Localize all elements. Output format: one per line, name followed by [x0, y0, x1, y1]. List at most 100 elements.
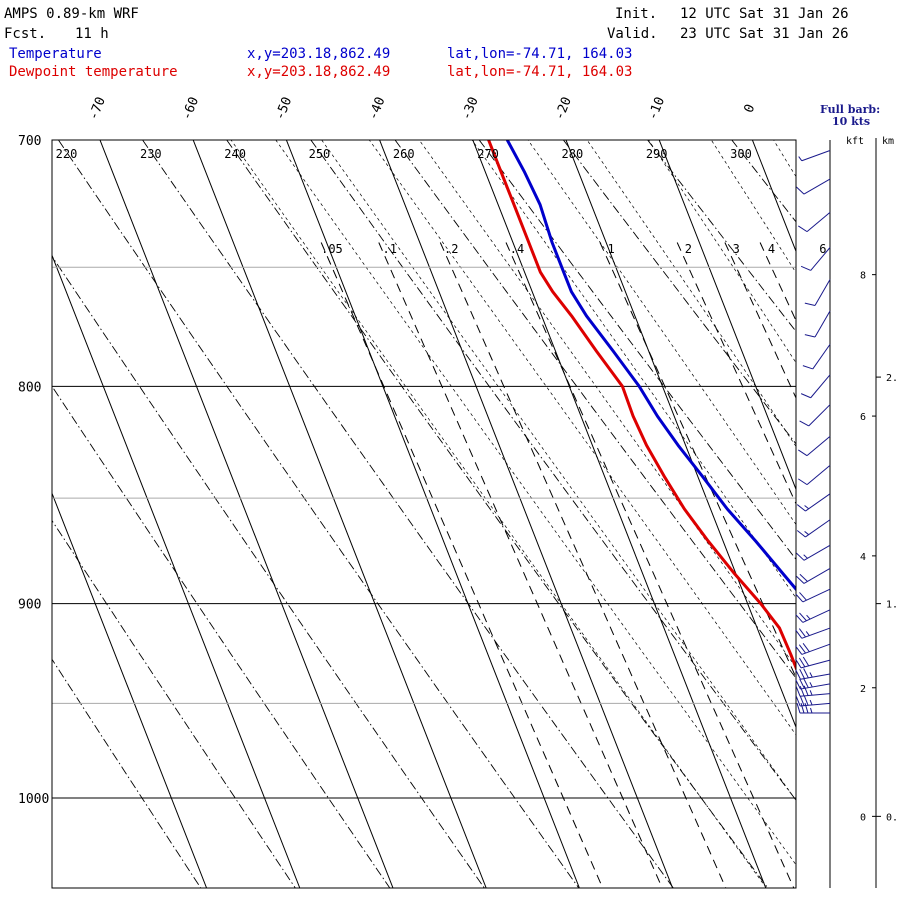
pressure-label: 900 — [18, 598, 41, 613]
dry-adiabat-label: 220 — [56, 147, 78, 161]
moist-adiabat-line — [878, 114, 900, 889]
barb-staff — [800, 683, 831, 690]
barb-staff — [810, 374, 831, 399]
barb-staff — [814, 279, 831, 306]
moist-adiabat-line — [321, 140, 796, 801]
barb-flag — [802, 365, 813, 370]
moist-adiabat-line — [710, 140, 796, 274]
dry-adiabat-line — [310, 140, 796, 801]
dry-adiabat-line — [805, 127, 900, 888]
barb-staff — [800, 673, 831, 680]
wind-barb — [796, 493, 831, 512]
init-label: Init. — [615, 6, 657, 22]
isotherm-line — [52, 254, 301, 888]
dry-adiabat-line — [226, 140, 769, 888]
dry-adiabat-line — [142, 140, 674, 888]
wind-barb — [804, 310, 831, 338]
wind-barb — [795, 668, 831, 680]
barb-flag — [799, 695, 805, 706]
barb-half-flag — [798, 156, 803, 162]
barb-staff — [801, 643, 831, 655]
barb-staff — [801, 627, 831, 639]
dry-adiabat-label: 300 — [730, 147, 752, 161]
barb-flag — [796, 504, 806, 512]
dry-adiabat-label: 270 — [477, 147, 499, 161]
valid-value: 23 UTC Sat 31 Jan 26 — [680, 26, 849, 42]
barb-half-flag — [809, 672, 813, 678]
mixing-ratio-line — [676, 242, 796, 505]
wind-barb — [795, 656, 831, 669]
barb-staff — [805, 519, 831, 538]
wind-barb — [796, 702, 830, 714]
barb-flag — [796, 530, 806, 538]
dry-adiabat-line — [478, 140, 796, 561]
moist-adiabat-line — [586, 140, 796, 447]
barb-half-flag — [803, 554, 808, 559]
barb-flag — [799, 573, 808, 582]
barb-staff — [805, 493, 831, 512]
mixing-ratio-label: 6 — [819, 242, 826, 256]
isotherm-line — [52, 491, 208, 888]
wind-barb — [796, 178, 831, 195]
mixing-ratio-label: .05 — [321, 242, 343, 256]
barb-flag — [800, 393, 811, 399]
barb-flag — [798, 657, 806, 668]
barb-staff — [806, 464, 831, 486]
km-label: km — [882, 136, 894, 147]
barb-staff — [800, 693, 831, 697]
barb-flag — [795, 614, 804, 623]
temperature-profile — [505, 140, 796, 592]
dry-adiabat-line — [889, 127, 900, 888]
barb-flag — [798, 644, 806, 654]
isotherm-label: -10 — [645, 95, 668, 122]
legend-dewpoint-latlon: lat,lon=-74.71, 164.03 — [447, 64, 632, 80]
dry-adiabat-line — [52, 519, 296, 888]
barb-half-flag — [806, 614, 811, 620]
dry-adiabat-line — [394, 140, 796, 679]
barb-flag — [800, 702, 805, 714]
barb-staff — [802, 609, 831, 623]
barb-staff — [800, 659, 831, 669]
sounding-profiles — [487, 140, 796, 672]
legend-temperature-name: Temperature — [9, 46, 102, 62]
mixing-ratio-line — [320, 242, 604, 888]
barb-key-line1: Full barb: — [820, 103, 880, 116]
isotherm-line — [472, 140, 767, 888]
barb-flag — [795, 645, 803, 655]
mixing-ratio-label: 3 — [733, 242, 740, 256]
barb-flag — [804, 302, 816, 307]
kft-tick-label: 0 — [860, 812, 866, 823]
barb-flag — [798, 225, 808, 233]
isotherm-label: 0 — [742, 102, 759, 115]
barb-staff — [801, 150, 831, 162]
mixing-ratio-label: 4 — [768, 242, 775, 256]
dry-adiabat-line — [647, 140, 796, 333]
pressure-label: 1000 — [18, 792, 49, 807]
pressure-label: 700 — [18, 134, 41, 149]
wind-barb — [800, 247, 831, 271]
kft-tick-label: 8 — [860, 271, 866, 282]
barb-flag — [802, 643, 810, 652]
wind-barb — [798, 150, 831, 162]
barb-half-flag — [809, 682, 813, 688]
header: AMPS 0.89-km WRF Fcst. 11 h Init. 12 UTC… — [4, 6, 849, 80]
isotherm-label: -40 — [366, 95, 389, 122]
mixing-ratio-label: 1 — [608, 242, 615, 256]
fcst-label: Fcst. — [4, 26, 46, 42]
mixing-ratio-line — [439, 242, 727, 888]
wind-barb — [800, 374, 831, 399]
km-tick-label: 0. — [886, 812, 898, 823]
wind-barb — [795, 627, 831, 639]
kft-tick-label: 2 — [860, 684, 866, 695]
dry-adiabat-line — [52, 385, 391, 888]
barb-flag — [800, 265, 811, 271]
isotherm-line — [192, 140, 487, 888]
barb-flag — [804, 334, 816, 338]
barb-half-flag — [805, 631, 810, 636]
barb-staff — [806, 211, 831, 233]
wind-barb — [798, 211, 831, 233]
wind-barb — [799, 404, 831, 427]
barb-staff — [802, 588, 831, 603]
isotherm-line — [379, 140, 674, 888]
barb-staff — [803, 544, 831, 561]
